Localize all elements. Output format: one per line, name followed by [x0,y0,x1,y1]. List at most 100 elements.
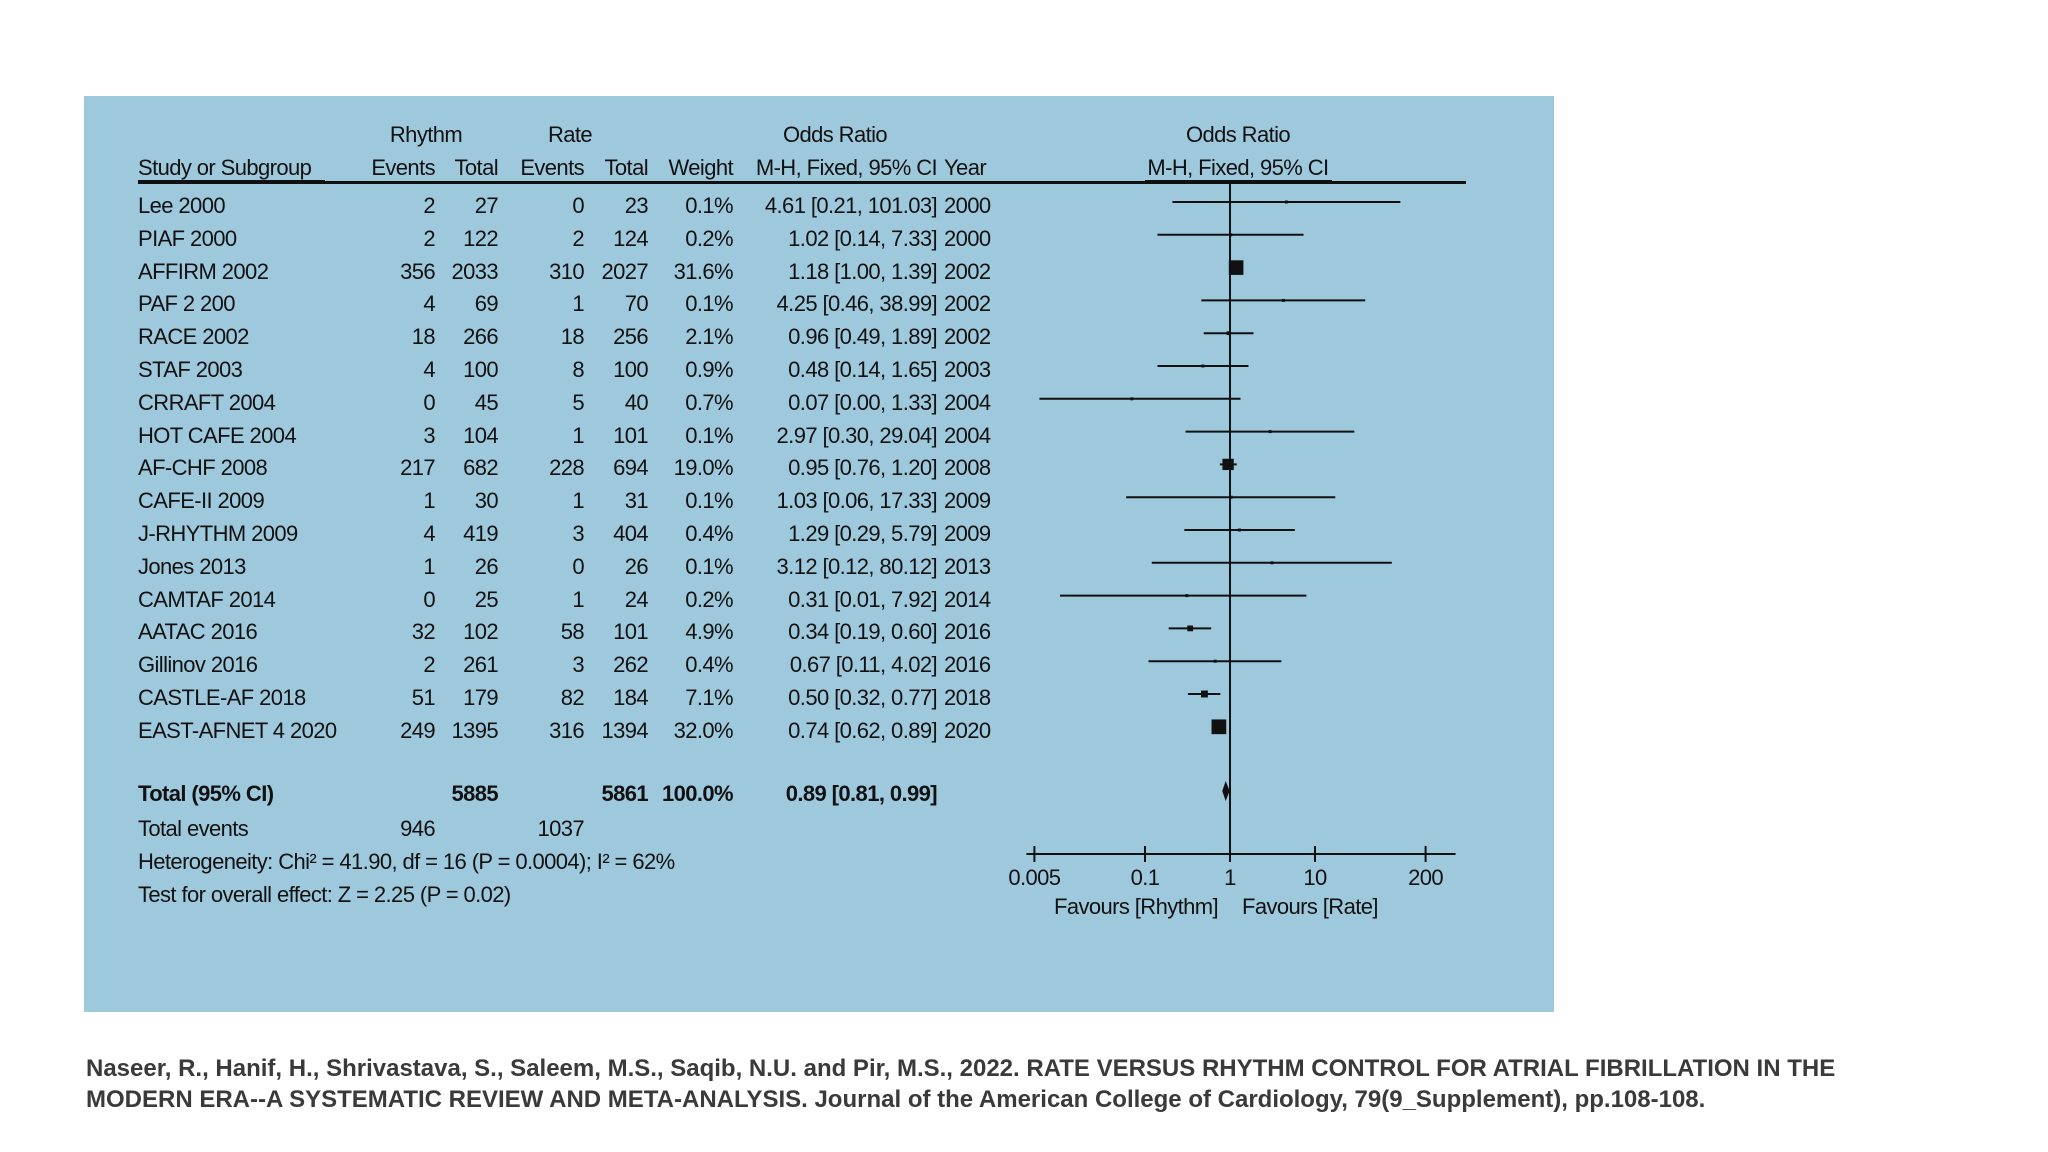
study-re-cell: 32 [411,619,436,645]
study-re-cell: 1 [423,553,435,579]
study-point [1187,625,1194,632]
favours-rhythm-label: Favours [Rhythm] [1054,894,1218,919]
study-name-cell: Lee 2000 [138,193,226,218]
study-weight-cell: 0.1% [685,553,733,579]
study-weight-cell: 32.0% [673,717,734,743]
study-name-cell: PAF 2 200 [138,291,236,317]
x-tick-label: 200 [1408,865,1443,890]
study-tt-cell: 1394 [601,717,648,743]
study-rt-cell: 122 [463,225,499,251]
x-tick-label: 10 [1303,865,1327,890]
study-point [1284,200,1288,204]
study-te-cell: 58 [560,619,585,645]
x-tick-label: 0.005 [1008,865,1060,890]
study-year-cell: 2002 [944,258,991,284]
study-name-cell: HOT CAFE 2004 [138,422,297,448]
rhythm-header: Rhythm [389,122,463,147]
study-tt-cell: 124 [613,225,649,251]
study-tt-cell: 70 [624,291,649,317]
study-ci-cell: 4.25 [0.46, 38.99] [776,291,938,317]
study-year-cell: 2000 [944,225,991,251]
study-tt-cell: 184 [613,685,649,710]
study-ci-cell: 1.29 [0.29, 5.79] [788,521,937,546]
x-tick-label: 1 [1224,865,1236,890]
study-ci-cell: 2.97 [0.30, 29.04] [776,422,938,448]
study-ci-cell: 0.07 [0.00, 1.33] [788,389,937,415]
study-rt-cell: 419 [463,521,499,546]
study-weight-cell: 0.7% [685,389,733,415]
study-name-cell: EAST-AFNET 4 2020 [138,717,337,743]
study-rt-cell: 1395 [451,717,498,743]
study-weight-cell: 0.1% [685,291,733,317]
study-weight-cell: 31.6% [673,258,734,284]
study-weight-cell: 19.0% [673,455,734,481]
study-ci-cell: 0.95 [0.76, 1.20] [788,455,937,481]
study-year-cell: 2008 [944,455,991,481]
study-rt-cell: 25 [474,586,499,612]
study-rt-cell: 100 [463,357,499,382]
study-name-cell: AF-CHF 2008 [138,455,268,481]
study-re-cell: 3 [423,422,435,448]
study-te-cell: 1 [572,586,584,612]
study-re-cell: 51 [411,685,436,710]
study-tt-cell: 101 [613,422,649,448]
study-weight-cell: 0.9% [685,357,733,382]
study-tt-cell: 101 [613,619,649,645]
study-weight-cell: 0.4% [685,652,733,678]
study-ci-cell: 0.50 [0.32, 0.77] [788,685,937,710]
study-point [1200,690,1208,698]
header-separator [138,181,1466,184]
study-name-cell: CAMTAF 2014 [138,586,276,612]
study-year-cell: 2004 [944,422,991,448]
study-rt-cell: 179 [463,685,499,710]
study-tt-cell: 23 [624,193,649,218]
study-re-cell: 4 [423,291,435,317]
study-re-cell: 0 [423,586,435,612]
x-tick-label: 0.1 [1131,865,1160,890]
study-te-cell: 3 [572,521,584,546]
study-year-cell: 2016 [944,652,991,678]
total-rate-events: 1037 [537,816,584,841]
rate-total-header: Total [604,155,649,180]
study-year-cell: 2002 [944,324,991,350]
study-ci-cell: 0.74 [0.62, 0.89] [788,717,937,743]
study-re-cell: 217 [400,455,436,481]
study-rt-cell: 102 [463,619,499,645]
study-ci-cell: 0.67 [0.11, 4.02] [789,652,938,678]
study-tt-cell: 2027 [601,258,648,284]
study-name-cell: CAFE-II 2009 [138,488,265,514]
study-point [1130,397,1134,401]
study-re-cell: 2 [423,193,435,218]
rate-events-header: Events [520,155,584,180]
study-te-cell: 82 [560,685,585,710]
study-ci-cell: 1.02 [0.14, 7.33] [788,225,937,251]
study-ci-cell: 3.12 [0.12, 80.12] [776,553,938,579]
study-ci-cell: 0.48 [0.14, 1.65] [788,357,937,382]
study-te-cell: 0 [572,553,584,579]
study-weight-cell: 4.9% [685,619,733,645]
study-tt-cell: 256 [613,324,649,350]
study-name-cell: Jones 2013 [138,553,246,579]
study-tt-cell: 40 [624,389,649,415]
study-te-cell: 316 [549,717,585,743]
study-tt-cell: 694 [613,455,649,481]
study-re-cell: 356 [400,258,436,284]
study-weight-cell: 2.1% [685,324,733,350]
study-year-cell: 2000 [944,193,991,218]
study-rt-cell: 682 [463,455,499,481]
study-rt-cell: 104 [463,422,499,448]
study-year-cell: 2009 [944,488,991,514]
pooled-diamond [1222,781,1230,801]
study-ci-cell: 1.03 [0.06, 17.33] [776,488,938,514]
study-point [1185,594,1189,598]
study-rt-cell: 45 [474,389,499,415]
study-ci-cell: 4.61 [0.21, 101.03] [764,193,938,218]
study-name-cell: CRRAFT 2004 [138,389,276,415]
year-header: Year [944,155,987,180]
study-te-cell: 1 [572,291,584,317]
or-title-header: Odds Ratio [782,122,888,147]
study-tt-cell: 100 [613,357,649,382]
study-name-cell: Gillinov 2016 [138,652,258,678]
study-name-cell: PIAF 2000 [138,225,237,251]
